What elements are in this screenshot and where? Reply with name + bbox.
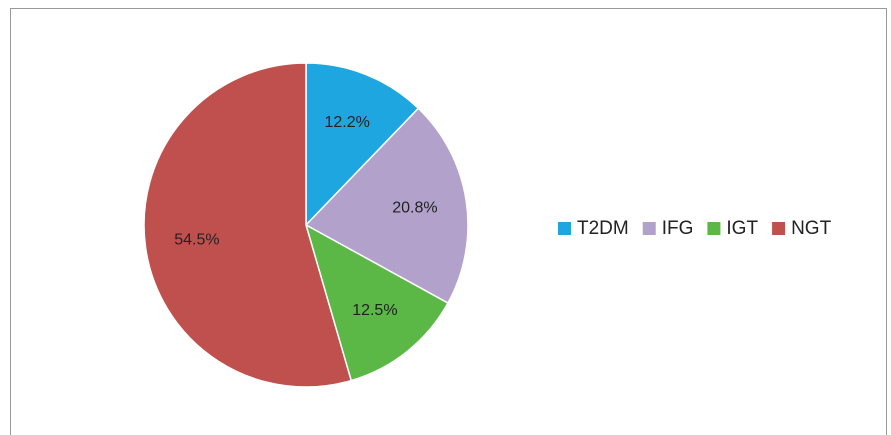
- slice-label: 12.2%: [325, 114, 370, 131]
- pie-slice: [304, 107, 469, 305]
- legend-label: IFG: [662, 218, 694, 239]
- legend-label: IGT: [726, 218, 758, 239]
- legend-swatch: [707, 222, 721, 235]
- slice-label: 20.8%: [392, 200, 437, 217]
- legend-swatch: [642, 222, 656, 235]
- slice-label: 12.5%: [352, 302, 397, 319]
- legend-label: NGT: [791, 218, 832, 239]
- pie-slice: [304, 223, 449, 382]
- pie-slice: [305, 62, 420, 227]
- legend-swatch: [558, 222, 571, 235]
- legend-label: T2DM: [577, 218, 629, 239]
- legend-swatch: [772, 222, 786, 235]
- pie-slice: [143, 62, 353, 388]
- slice-label: 54.5%: [174, 232, 219, 249]
